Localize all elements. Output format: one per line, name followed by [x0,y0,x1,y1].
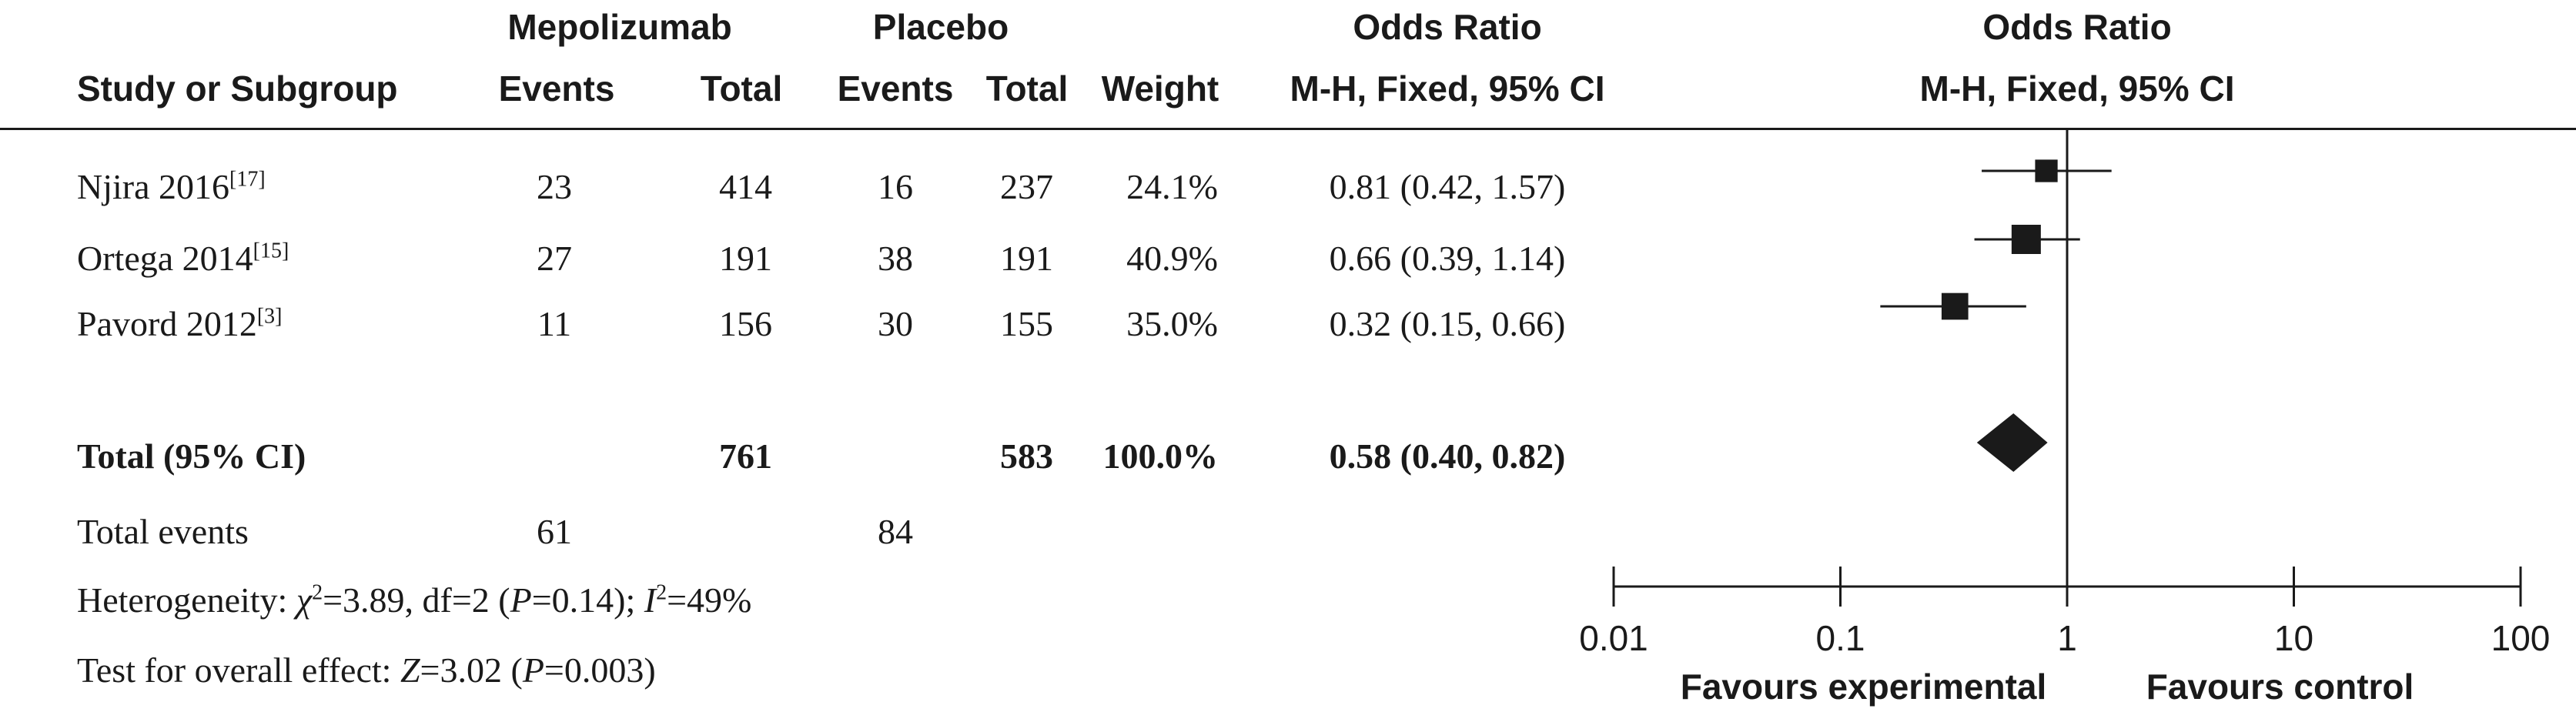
total-or-ci: 0.58 (0.40, 0.82) [1329,436,1566,476]
x-tick-label: 100 [2491,618,2551,658]
weight: 35.0% [1126,304,1218,343]
header-group-placebo: Placebo [872,7,1009,47]
total-label: Total (95% CI) [77,436,306,476]
header-or-method-right: M-H, Fixed, 95% CI [1919,69,2235,109]
study-name: Ortega 2014[15] [77,239,289,278]
total-exp-total: 761 [719,436,772,476]
header-or-title-right: Odds Ratio [1982,7,2172,47]
header-divider [0,128,2576,130]
or-ci: 0.32 (0.15, 0.66) [1329,304,1566,343]
exp-events: 27 [537,239,572,278]
header-ctl-events: Events [837,69,954,109]
ctl-events: 38 [878,239,913,278]
study-point-estimate [2035,159,2058,182]
ctl-events: 30 [878,304,913,343]
total-ctl-total: 583 [1000,436,1053,476]
exp-total: 156 [719,304,772,343]
favours-experimental-label: Favours experimental [1681,667,2047,707]
exp-total: 191 [719,239,772,278]
header-group-mepolizumab: Mepolizumab [507,7,732,47]
header-ctl-total: Total [985,69,1069,109]
study-point-estimate [2011,225,2041,254]
x-tick-label: 1 [2057,618,2077,658]
header-or-title-left: Odds Ratio [1353,7,1542,47]
ctl-total: 191 [1000,239,1053,278]
header-study: Study or Subgroup [77,69,398,109]
study-point-estimate [1941,292,1969,320]
ctl-total: 155 [1000,304,1053,343]
weight: 40.9% [1126,239,1218,278]
study-name: Njira 2016[17] [77,167,266,206]
or-ci: 0.66 (0.39, 1.14) [1329,239,1566,278]
exp-events: 11 [537,304,572,343]
header-exp-events: Events [498,69,615,109]
header-exp-total: Total [700,69,783,109]
pooled-diamond [1976,413,2048,472]
exp-total: 414 [719,167,772,206]
or-ci: 0.81 (0.42, 1.57) [1329,167,1566,206]
total-events-label: Total events [77,512,249,551]
header-weight: Weight [1101,69,1219,109]
x-tick-label: 0.1 [1816,618,1865,658]
ctl-events: 16 [878,167,913,206]
weight: 24.1% [1126,167,1218,206]
overall-effect-text: Test for overall effect: Z=3.02 (P=0.003… [77,650,656,690]
exp-events: 23 [537,167,572,206]
ctl-total: 237 [1000,167,1053,206]
total-events-ctl: 84 [878,512,913,551]
total-events-exp: 61 [537,512,572,551]
study-name: Pavord 2012[3] [77,304,283,343]
total-weight: 100.0% [1102,436,1219,476]
x-tick-label: 10 [2274,618,2313,658]
x-tick-label: 0.01 [1579,618,1648,658]
heterogeneity-text: Heterogeneity: χ2=3.89, df=2 (P=0.14); I… [77,580,752,620]
favours-control-label: Favours control [2146,667,2414,707]
header-or-method-left: M-H, Fixed, 95% CI [1290,69,1605,109]
